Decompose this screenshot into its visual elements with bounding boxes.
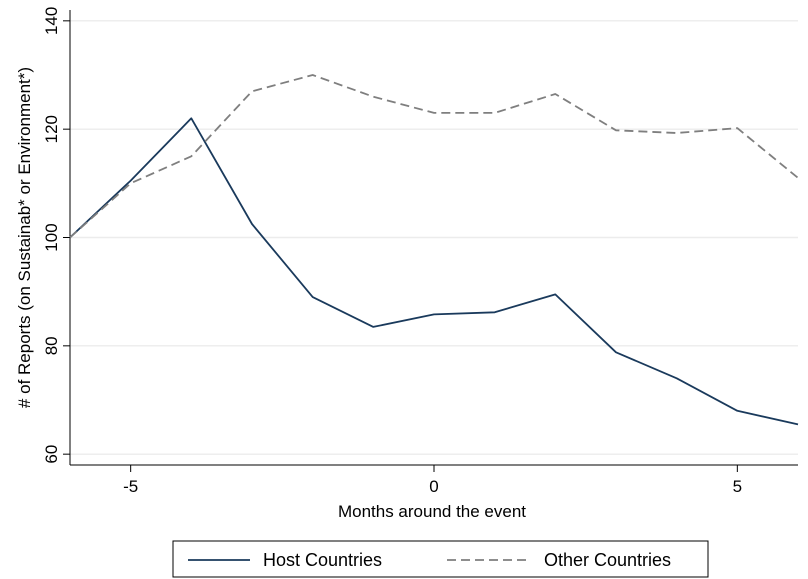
series-line-host-countries <box>69 117 799 426</box>
legend: Host Countries Other Countries <box>172 540 709 578</box>
gridlines <box>70 20 798 455</box>
y-tick-label: 140 <box>42 7 61 35</box>
x-tick-label: 0 <box>429 477 438 496</box>
y-tick-label: 80 <box>42 336 61 355</box>
legend-label: Other Countries <box>544 550 671 570</box>
x-tick-label: 5 <box>733 477 742 496</box>
y-axis-title: # of Reports (on Sustainab* or Environme… <box>15 67 34 408</box>
series-line-other-countries <box>69 74 799 239</box>
y-tick-label: 60 <box>42 445 61 464</box>
y-tick-label: 120 <box>42 115 61 143</box>
data-series <box>69 74 799 426</box>
y-tick-label: 100 <box>42 223 61 251</box>
legend-box <box>172 540 709 578</box>
x-tick-label: -5 <box>123 477 138 496</box>
legend-label: Host Countries <box>263 550 382 570</box>
x-axis-title: Months around the event <box>338 502 526 521</box>
